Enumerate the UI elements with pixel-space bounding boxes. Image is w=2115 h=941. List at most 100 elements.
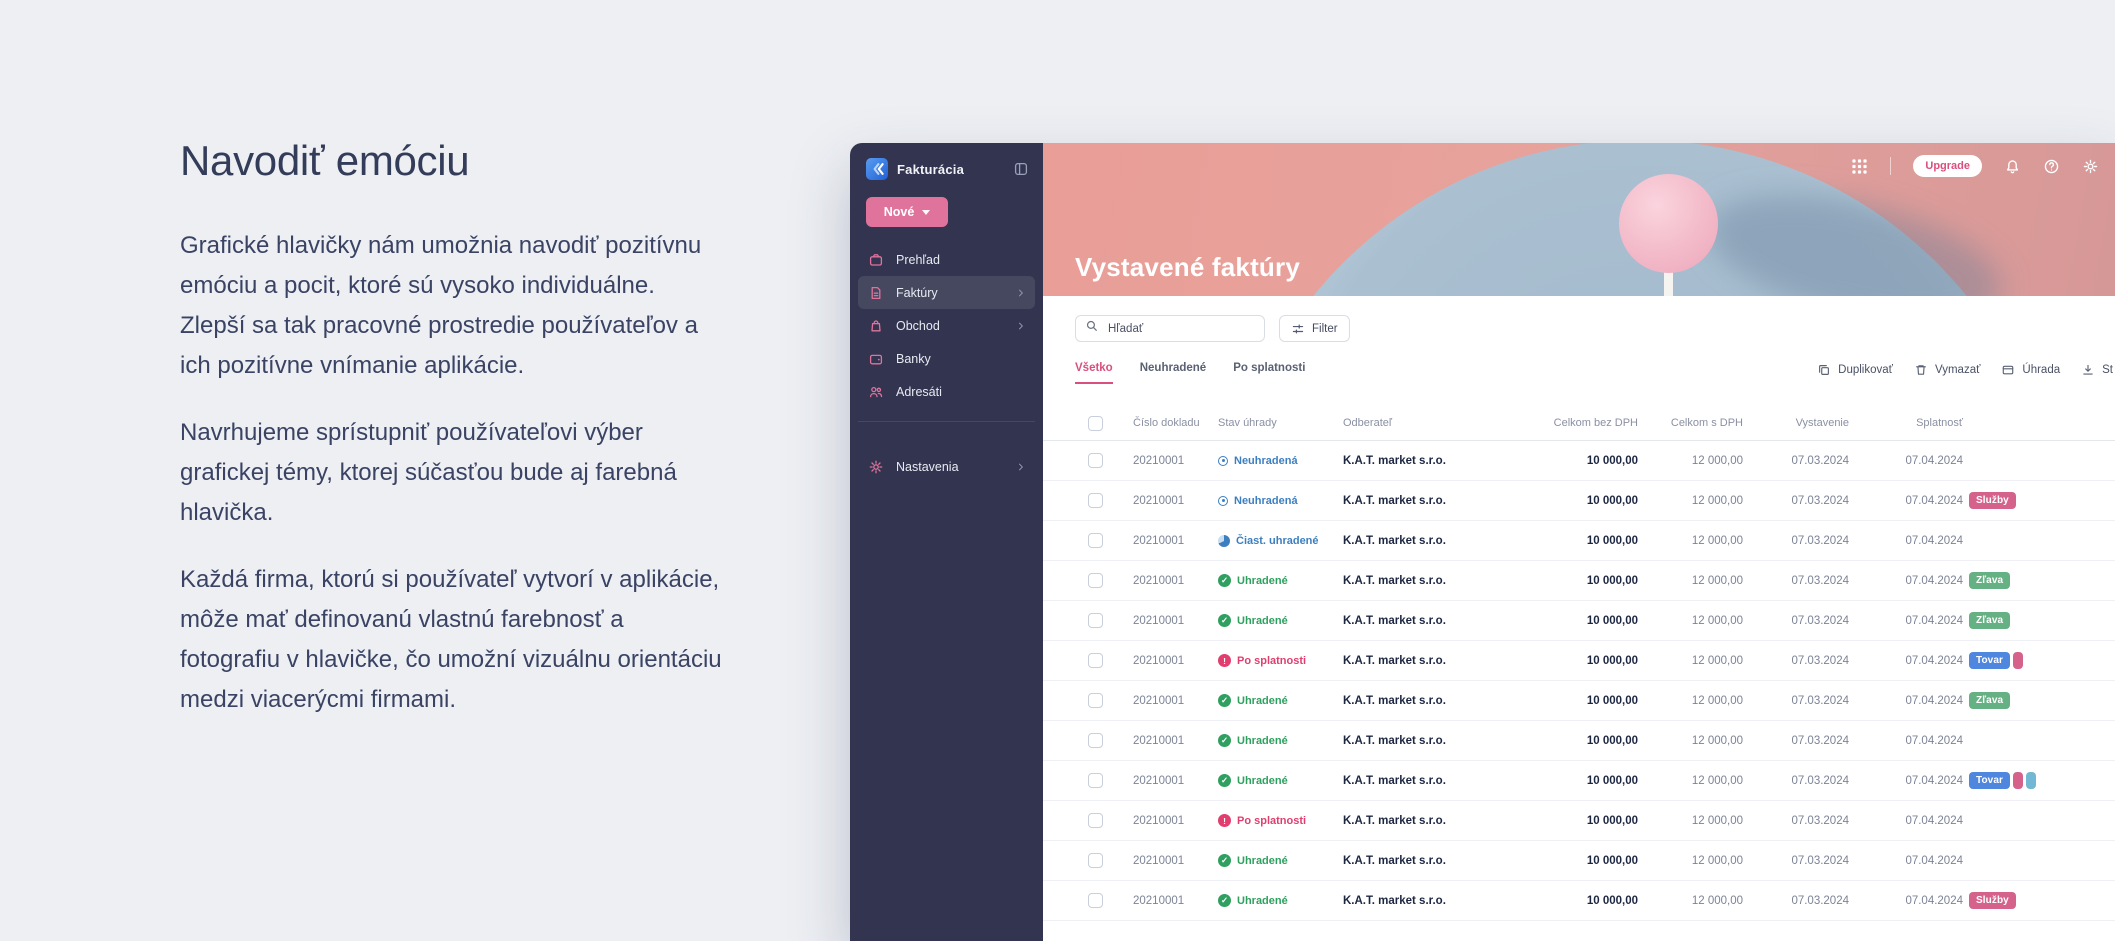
sidebar-collapse-icon[interactable] — [1013, 161, 1029, 177]
cell-payment-status: ✓ Uhradené — [1218, 734, 1343, 747]
sidebar-item-label: Nastavenia — [896, 459, 959, 474]
app-name: Fakturácia — [897, 161, 965, 177]
status-check-icon: ✓ — [1218, 894, 1231, 907]
search-input[interactable] — [1106, 321, 1255, 336]
action-st[interactable]: St — [2081, 363, 2113, 377]
table-row[interactable]: 20210001 ✓ Uhradené K.A.T. market s.r.o. 10 … — [1043, 601, 2115, 641]
status-label: Uhradené — [1237, 894, 1288, 907]
cell-issue-date: 07.03.2024 — [1791, 574, 1849, 587]
tab-posplatnosti[interactable]: Po splatnosti — [1233, 362, 1306, 374]
row-checkbox[interactable] — [1088, 893, 1103, 908]
sidebar-item-banky[interactable]: Banky — [858, 342, 1035, 375]
table-row[interactable]: 20210001 Neuhradená K.A.T. market s.r.o. 10… — [1043, 481, 2115, 521]
table-row[interactable]: 20210001 Čiast. uhradené K.A.T. market s.r… — [1043, 521, 2115, 561]
column-header: Splatnosť — [1916, 417, 1963, 429]
cell-customer: K.A.T. market s.r.o. — [1343, 534, 1446, 547]
status-check-icon: ✓ — [1218, 734, 1231, 747]
column-header: Vystavenie — [1795, 417, 1849, 429]
row-checkbox[interactable] — [1088, 693, 1103, 708]
table-row[interactable]: 20210001 ✓ Uhradené K.A.T. market s.r.o. 10 … — [1043, 681, 2115, 721]
sidebar-item-faktury[interactable]: Faktúry — [858, 276, 1035, 309]
header-topbar: Upgrade — [1851, 155, 2099, 177]
cell-document-number: 20210001 — [1133, 614, 1185, 627]
cell-issue-date: 07.03.2024 — [1791, 814, 1849, 827]
cell-document-number: 20210001 — [1133, 814, 1185, 827]
sidebar-item-label: Prehľad — [896, 252, 940, 267]
cell-total-gross: 12 000,00 — [1691, 694, 1743, 707]
row-checkbox[interactable] — [1088, 653, 1103, 668]
cell-document-number: 20210001 — [1133, 494, 1185, 507]
sidebar-item-label: Faktúry — [896, 285, 938, 300]
tab-neuhradene[interactable]: Neuhradené — [1139, 362, 1207, 374]
cell-payment-status: ✓ Uhradené — [1218, 894, 1343, 907]
apps-grid-icon[interactable] — [1851, 158, 1868, 175]
main-area: Upgrade Vystavené faktúry — [1043, 143, 2115, 941]
contacts-icon — [868, 384, 884, 400]
cell-total-net: 10 000,00 — [1586, 454, 1638, 467]
filter-button-label: Filter — [1312, 322, 1338, 335]
cell-document-number: 20210001 — [1133, 454, 1185, 467]
header-photo-lollipop-stick — [1664, 259, 1673, 296]
table-row[interactable]: 20210001! Po splatnosti K.A.T. market s.r.… — [1043, 801, 2115, 841]
cell-issue-date: 07.03.2024 — [1791, 854, 1849, 867]
gear-icon[interactable] — [2082, 158, 2099, 175]
filter-button[interactable]: Filter — [1279, 315, 1350, 342]
row-checkbox[interactable] — [1088, 573, 1103, 588]
row-checkbox[interactable] — [1088, 773, 1103, 788]
action-uhrada[interactable]: Úhrada — [2001, 363, 2060, 377]
row-checkbox[interactable] — [1088, 733, 1103, 748]
table-row[interactable]: 20210001 ✓ Uhradené K.A.T. market s.r.o. 10 … — [1043, 721, 2115, 761]
intro-text-block: Navodiť emóciu Grafické hlavičky nám umo… — [180, 138, 725, 747]
tag-badge: Služby — [1969, 892, 2016, 909]
sidebar-divider — [858, 421, 1035, 422]
table-row[interactable]: 20210001 ✓ Uhradené K.A.T. market s.r.o. 10 … — [1043, 761, 2115, 801]
cell-total-net: 10 000,00 — [1586, 654, 1638, 667]
row-checkbox[interactable] — [1088, 453, 1103, 468]
tag-badge: Tovar — [1969, 652, 2010, 669]
search-box — [1075, 315, 1265, 342]
sidebar-item-obchod[interactable]: Obchod — [858, 309, 1035, 342]
row-checkbox[interactable] — [1088, 853, 1103, 868]
sidebar-header: Fakturácia — [850, 143, 1043, 180]
cell-total-gross: 12 000,00 — [1691, 614, 1743, 627]
action-label: St — [2102, 364, 2113, 376]
status-ring-icon — [1218, 455, 1228, 466]
bell-icon[interactable] — [2004, 158, 2021, 175]
row-checkbox[interactable] — [1088, 613, 1103, 628]
row-checkbox[interactable] — [1088, 533, 1103, 548]
cell-tags: Tovar — [1963, 772, 2115, 789]
help-icon[interactable] — [2043, 158, 2060, 175]
cell-issue-date: 07.03.2024 — [1791, 654, 1849, 667]
status-check-icon: ✓ — [1218, 614, 1231, 627]
cell-customer: K.A.T. market s.r.o. — [1343, 694, 1446, 707]
intro-paragraph: Každá firma, ktorú si používateľ vytvorí… — [180, 566, 722, 713]
upgrade-button[interactable]: Upgrade — [1913, 155, 1982, 177]
row-checkbox[interactable] — [1088, 493, 1103, 508]
sidebar-item-nastavenia[interactable]: Nastavenia — [858, 450, 1035, 483]
table-row[interactable]: 20210001! Po splatnosti K.A.T. market s.r.… — [1043, 641, 2115, 681]
action-vymazat[interactable]: Vymazať — [1914, 363, 1980, 377]
select-all-checkbox[interactable] — [1088, 415, 1103, 431]
row-checkbox[interactable] — [1088, 813, 1103, 828]
table-row[interactable]: 20210001 Neuhradená K.A.T. market s.r.o. 10… — [1043, 441, 2115, 481]
cell-customer: K.A.T. market s.r.o. — [1343, 654, 1446, 667]
sidebar-item-prehlad[interactable]: Prehľad — [858, 243, 1035, 276]
tab-vsetko[interactable]: Všetko — [1075, 362, 1113, 384]
table-row[interactable]: 20210001 ✓ Uhradené K.A.T. market s.r.o. 10 … — [1043, 881, 2115, 921]
cell-tags: Tovar — [1963, 652, 2115, 669]
cell-total-gross: 12 000,00 — [1691, 854, 1743, 867]
sidebar-item-adresati[interactable]: Adresáti — [858, 375, 1035, 408]
app-logo-icon — [866, 158, 888, 180]
cell-total-gross: 12 000,00 — [1691, 774, 1743, 787]
overview-icon — [868, 252, 884, 268]
toolbar: Filter — [1075, 315, 2115, 342]
new-document-button[interactable]: Nové — [866, 197, 948, 227]
table-row[interactable]: 20210001 ✓ Uhradené K.A.T. market s.r.o. 10 … — [1043, 841, 2115, 881]
table-header-row: Číslo dokladu Stav úhrady Odberateľ Celkom … — [1043, 406, 2115, 441]
invoices-table: Číslo dokladu Stav úhrady Odberateľ Celkom … — [1043, 406, 2115, 921]
sidebar-settings-nav: Nastavenia — [850, 450, 1043, 483]
cell-total-gross: 12 000,00 — [1691, 534, 1743, 547]
action-duplikovat[interactable]: Duplikovať — [1817, 363, 1893, 377]
table-row[interactable]: 20210001 ✓ Uhradené K.A.T. market s.r.o. 10 … — [1043, 561, 2115, 601]
